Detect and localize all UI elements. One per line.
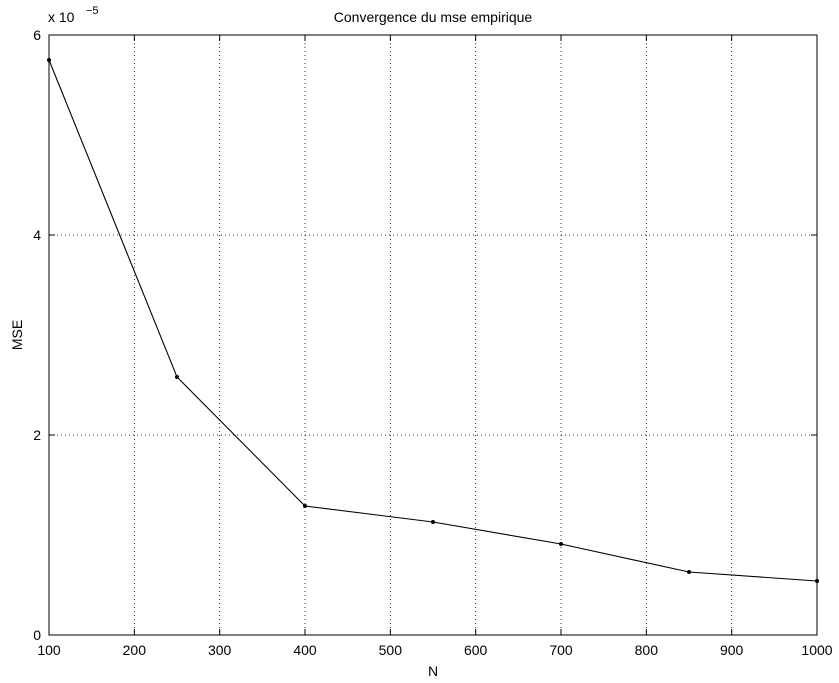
chart-title: Convergence du mse empirique [334,9,533,25]
series-line [48,59,818,582]
y-axis-label: MSE [9,320,25,350]
grid [49,35,817,635]
x-tick-label: 100 [37,642,61,658]
ticks: 100 200 300 400 500 600 700 800 900 1000 0 2 4 6 [33,27,833,658]
x-tick-label: 1000 [801,642,832,658]
y-tick-label: 6 [33,27,41,43]
data-point [303,504,307,508]
y-tick-label: 4 [33,227,41,243]
series [47,58,819,583]
x-tick-label: 500 [379,642,403,658]
x-axis-label: N [428,663,438,679]
data-point [815,579,819,583]
data-point [47,58,51,62]
x-tick-label: 300 [208,642,232,658]
x-tick-label: 900 [720,642,744,658]
data-point [431,520,435,524]
data-point [559,542,563,546]
x-tick-label: 400 [293,642,317,658]
x-tick-label: 700 [549,642,573,658]
exponent-power: −5 [86,5,99,17]
x-tick-label: 200 [123,642,147,658]
exponent-base: x 10 [48,9,75,25]
data-point [175,375,179,379]
y-tick-label: 0 [33,627,41,643]
x-tick-label: 800 [635,642,659,658]
y-tick-label: 2 [33,427,41,443]
data-point [687,570,691,574]
plot-area-frame [48,34,818,636]
x-tick-label: 600 [464,642,488,658]
